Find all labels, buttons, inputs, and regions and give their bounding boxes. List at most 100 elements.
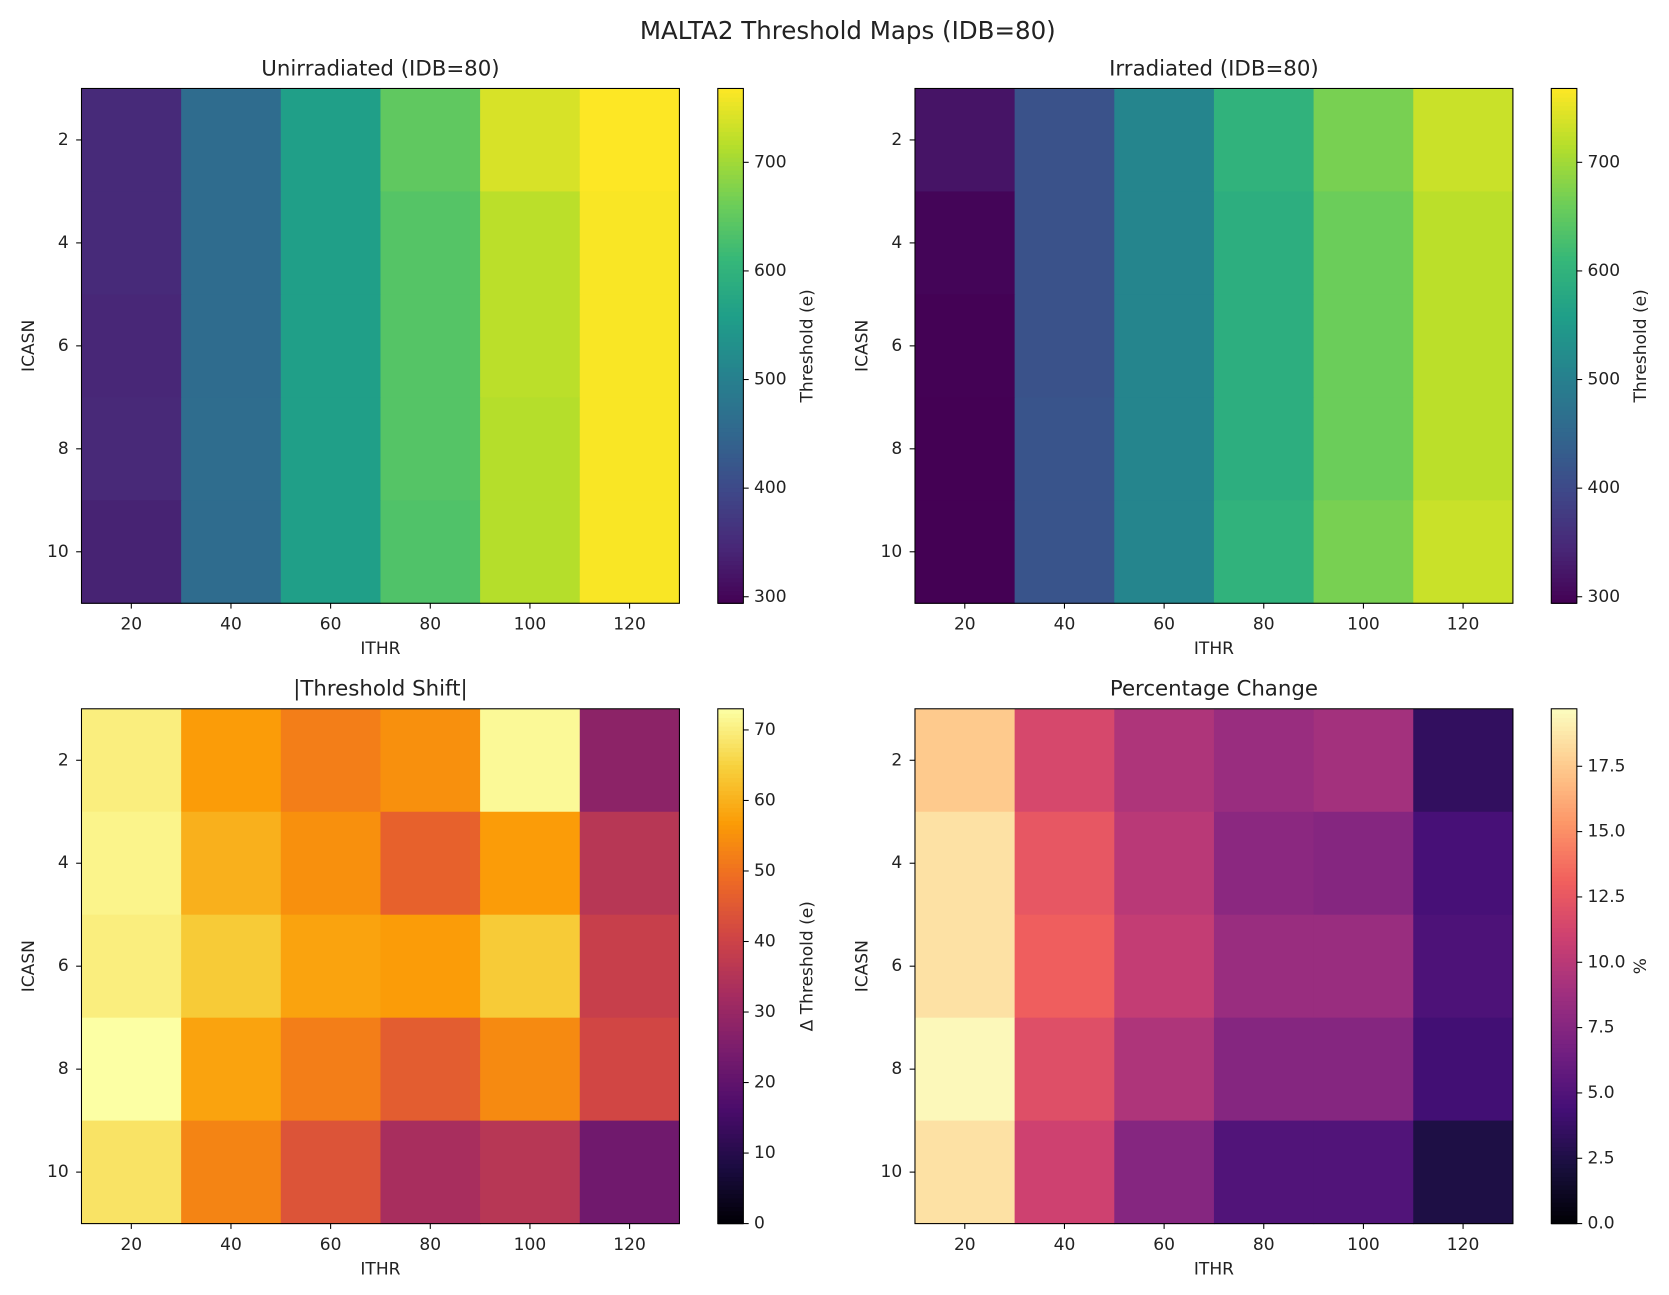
colorbar-segment (717, 367, 744, 373)
colorbar-segment (717, 204, 744, 210)
colorbar-segment (1551, 260, 1577, 265)
colorbar-segment (717, 281, 744, 287)
colorbar-segment (1551, 88, 1577, 94)
colorbar-segment (717, 987, 744, 993)
colorbar-segment (1551, 363, 1577, 368)
heatmap-cell (1014, 397, 1115, 501)
colorbar-segment (717, 560, 744, 566)
colorbar-segment (717, 970, 744, 976)
x-tick-label: 80 (419, 1235, 441, 1255)
colorbar-segment (1551, 1000, 1577, 1006)
y-tick-label: 10 (47, 542, 69, 562)
colorbar-segment (1551, 923, 1577, 929)
colorbar-segment (717, 423, 744, 429)
colorbar-segment (1551, 294, 1577, 300)
colorbar-segment (717, 893, 744, 899)
heatmap-cell (1313, 88, 1414, 192)
colorbar-segment (717, 1124, 744, 1130)
colorbar-segment (717, 871, 744, 877)
colorbar-segment (717, 807, 744, 813)
colorbar-segment (1551, 837, 1577, 843)
heatmap-cell (280, 1120, 381, 1225)
colorbar-segment (717, 1133, 744, 1139)
colorbar-segment (1551, 474, 1577, 480)
colorbar-tick-label: 30 (754, 1002, 776, 1022)
colorbar-tick-label: 40 (754, 932, 776, 952)
colorbar-segment (717, 880, 744, 886)
colorbar-segment (717, 225, 744, 231)
colorbar-segment (717, 1116, 744, 1122)
colorbar-segment (717, 1017, 744, 1023)
x-tick-label: 20 (954, 615, 976, 635)
colorbar-segment (1551, 453, 1577, 459)
colorbar-segment (1551, 1094, 1577, 1100)
colorbar-segment (717, 747, 744, 753)
x-tick-label: 60 (1153, 1235, 1175, 1255)
colorbar-segment (717, 496, 744, 501)
colorbar-segment (1551, 1086, 1577, 1092)
colorbar-segment (717, 470, 744, 476)
heatmap-cell (1313, 708, 1414, 813)
colorbar-segment (1551, 713, 1577, 719)
colorbar-segment (717, 581, 744, 587)
heatmap-cell (380, 397, 481, 501)
heatmap-cell (914, 88, 1016, 192)
colorbar-segment (1551, 1202, 1577, 1208)
colorbar-segment (717, 1154, 744, 1160)
colorbar-segment (717, 453, 744, 459)
colorbar-tick-label: 300 (754, 587, 787, 607)
colorbar-tick-label: 17.5 (1588, 756, 1626, 776)
colorbar-segment (717, 1000, 744, 1006)
colorbar-segment (717, 401, 744, 407)
colorbar-segment (1551, 768, 1577, 774)
heatmap-cell (914, 708, 1016, 813)
heatmap-cell (914, 397, 1016, 501)
colorbar-segment (1551, 1077, 1577, 1083)
heatmap-cell (579, 914, 680, 1019)
colorbar-segment (1551, 1137, 1577, 1143)
heatmap-cell (579, 397, 680, 501)
heatmap-cell (81, 294, 182, 398)
colorbar-segment (1551, 1030, 1577, 1036)
colorbar-segment (1551, 906, 1577, 912)
colorbar-segment (717, 1090, 744, 1096)
colorbar-segment (1551, 983, 1577, 989)
colorbar-segment (717, 957, 744, 963)
colorbar-segment (1551, 918, 1577, 924)
colorbar-segment (1551, 161, 1577, 167)
colorbar-segment (717, 1210, 744, 1216)
colorbar-segment (1551, 144, 1577, 150)
colorbar-segment (1551, 1112, 1577, 1117)
colorbar-segment (1551, 281, 1577, 287)
colorbar-segment (717, 165, 744, 171)
colorbar-segment (717, 918, 744, 924)
colorbar-segment (717, 1060, 744, 1066)
colorbar-segment (717, 238, 744, 244)
heatmap-cell (280, 397, 381, 501)
colorbar-segment (1551, 974, 1577, 980)
colorbar-segment (717, 1197, 744, 1203)
colorbar-segment (1551, 931, 1577, 937)
heatmap-cell (1313, 294, 1414, 398)
colorbar-segment (1551, 200, 1577, 205)
colorbar-segment (717, 1142, 744, 1148)
colorbar-segment (717, 798, 744, 804)
colorbar-segment (1551, 734, 1577, 740)
colorbar-segment (1551, 491, 1577, 497)
colorbar-frame (717, 708, 744, 1225)
colorbar-segment (1551, 996, 1577, 1002)
heatmap-cell (1213, 88, 1315, 192)
colorbar-segment (1551, 914, 1577, 920)
colorbar-segment (1551, 811, 1577, 817)
colorbar-segment (1551, 970, 1577, 976)
colorbar-segment (717, 768, 744, 774)
colorbar-segment (1551, 380, 1577, 386)
colorbar-segment (717, 242, 744, 248)
y-tick-label: 2 (891, 750, 902, 770)
colorbar-segment (717, 543, 744, 549)
heatmap-cell (1413, 914, 1514, 1019)
colorbar-segment (1551, 242, 1577, 248)
colorbar-segment (717, 169, 744, 175)
heatmap-cell (480, 88, 581, 192)
y-tick-label: 2 (891, 130, 902, 150)
